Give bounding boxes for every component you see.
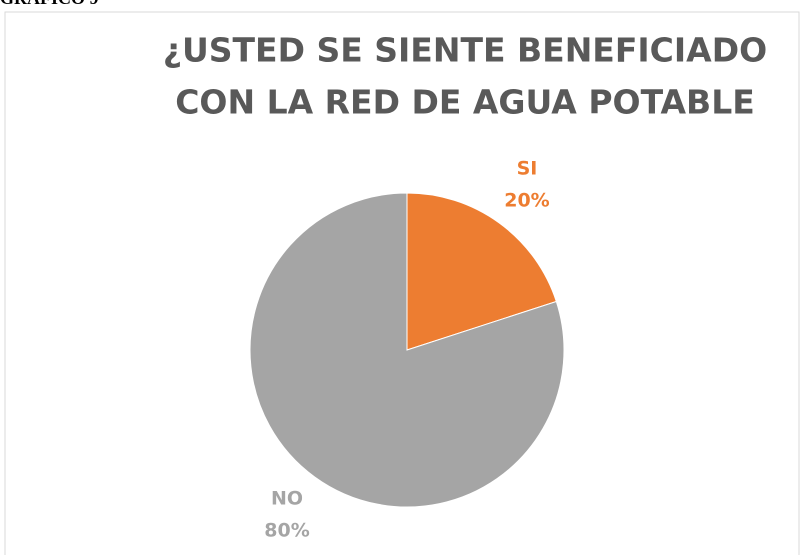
chart-title: CON LA RED DE AGUA POTABLE	[175, 83, 755, 122]
pie-slice	[406, 192, 557, 351]
slice-label: SI	[517, 157, 538, 179]
caption: GRAFICO 9	[0, 0, 99, 8]
slice-value-label: 80%	[264, 520, 309, 542]
slice-label: NO	[271, 488, 303, 510]
chart-title: ¿USTED SE SIENTE BENEFICIADO	[163, 31, 767, 70]
pie-slice	[249, 192, 565, 508]
slice-value-label: 20%	[504, 189, 549, 211]
